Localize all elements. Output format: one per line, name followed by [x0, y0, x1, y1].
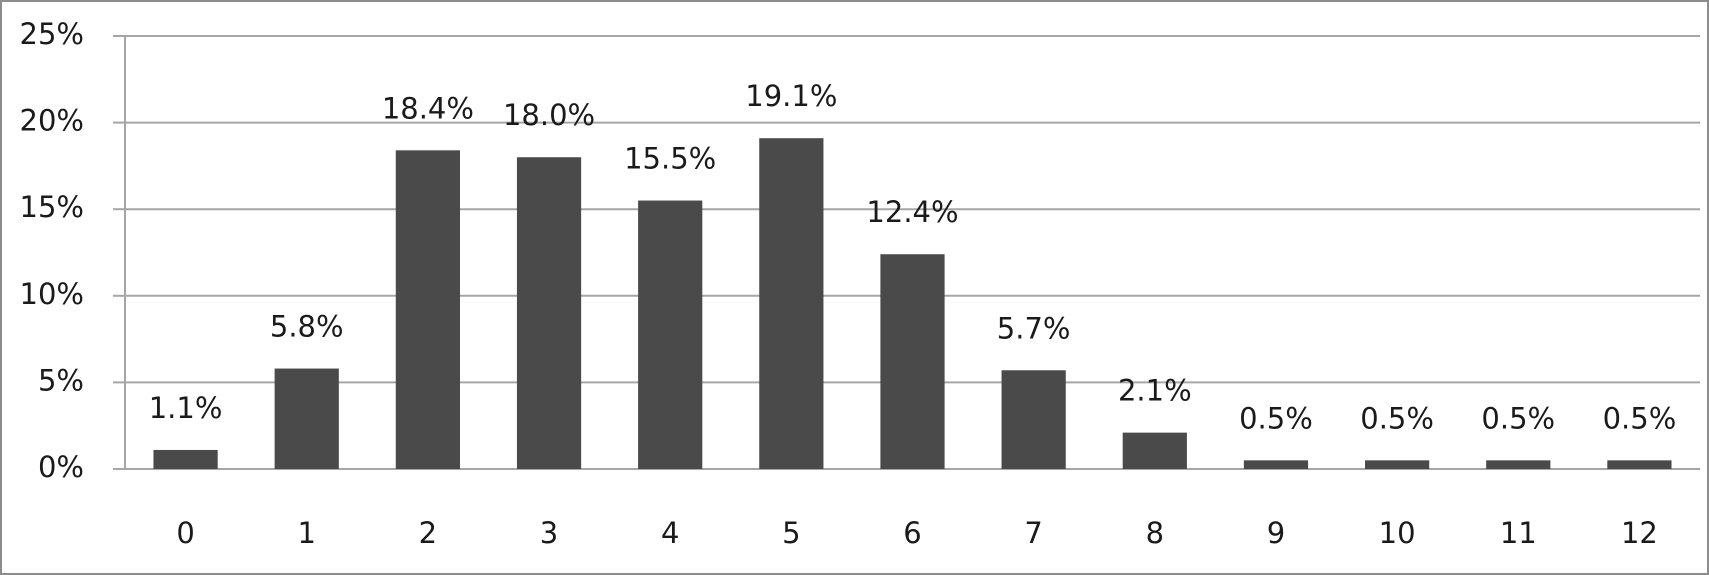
x-tick-label: 9: [1267, 516, 1285, 550]
data-label: 0.5%: [1239, 401, 1313, 435]
bar: [1001, 370, 1066, 469]
data-label: 5.8%: [270, 310, 344, 344]
y-tick-label: 15%: [20, 190, 84, 224]
data-label: 19.1%: [745, 79, 837, 113]
y-tick-label: 10%: [20, 277, 84, 311]
x-tick-label: 12: [1621, 516, 1658, 550]
x-tick-label: 6: [903, 516, 921, 550]
x-tick-label: 2: [419, 516, 437, 550]
bar: [759, 138, 824, 470]
data-label: 5.7%: [997, 311, 1071, 345]
y-tick-label: 20%: [20, 104, 84, 138]
x-tick-label: 8: [1146, 516, 1164, 550]
bar: [153, 449, 218, 469]
bar: [1365, 460, 1430, 469]
x-tick-label: 1: [298, 516, 316, 550]
y-tick-label: 5%: [38, 363, 84, 397]
x-tick-label: 11: [1500, 516, 1537, 550]
data-label: 0.5%: [1360, 401, 1434, 435]
bar: [395, 150, 460, 469]
y-tick-label: 0%: [38, 450, 84, 484]
bar: [274, 368, 339, 469]
bar: [1607, 460, 1672, 469]
x-tick-label: 10: [1379, 516, 1416, 550]
x-tick-label: 5: [782, 516, 800, 550]
bar: [880, 254, 945, 469]
y-tick-label: 25%: [20, 17, 84, 51]
data-label: 0.5%: [1603, 401, 1677, 435]
bar: [516, 157, 582, 470]
data-label: 1.1%: [149, 391, 223, 425]
data-label: 15.5%: [624, 142, 716, 176]
bar: [638, 200, 703, 470]
data-label: 0.5%: [1481, 401, 1555, 435]
x-tick-label: 4: [661, 516, 679, 550]
bar: [1486, 460, 1551, 469]
x-tick-label: 0: [176, 516, 194, 550]
x-tick-label: 3: [540, 516, 558, 550]
bar: [1243, 460, 1309, 469]
x-tick-label: 7: [1024, 516, 1042, 550]
bar: [1122, 432, 1187, 469]
data-label: 2.1%: [1118, 374, 1192, 408]
data-label: 12.4%: [866, 195, 958, 229]
data-label: 18.0%: [503, 98, 595, 132]
data-label: 18.4%: [382, 91, 474, 125]
